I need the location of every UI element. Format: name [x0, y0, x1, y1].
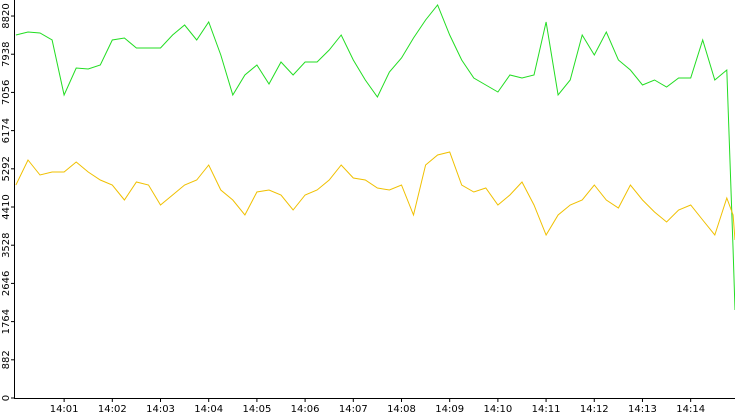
y-tick-label: 2646: [1, 271, 12, 296]
x-tick-label: 14:11: [532, 404, 561, 415]
series-line: [15, 4, 735, 311]
y-tick-label: 1764: [1, 309, 12, 334]
y-tick-label: 7056: [1, 80, 12, 105]
y-tick-label: 7938: [1, 41, 12, 66]
x-tick-label: 14:02: [98, 404, 127, 415]
x-tick-label: 14:09: [435, 404, 464, 415]
y-tick-label: 0: [1, 395, 12, 401]
x-tick-label: 14:14: [676, 404, 705, 415]
x-tick-label: 14:03: [146, 404, 175, 415]
y-tick-label: 882: [1, 350, 12, 369]
x-tick-label: 14:08: [387, 404, 416, 415]
x-tick-label: 14:13: [628, 404, 657, 415]
x-tick-label: 14:12: [580, 404, 609, 415]
x-tick-label: 14:10: [483, 404, 512, 415]
y-tick-label: 8820: [1, 3, 12, 28]
x-tick-label: 14:04: [194, 404, 223, 415]
y-tick-label: 4410: [1, 194, 12, 219]
y-tick-label: 6174: [1, 118, 12, 143]
x-tick-label: 14:06: [291, 404, 320, 415]
series-line: [15, 151, 735, 241]
x-tick-label: 14:05: [242, 404, 271, 415]
y-tick-label: 5292: [1, 156, 12, 181]
y-tick-label: 3528: [1, 232, 12, 257]
x-tick-label: 14:01: [50, 404, 79, 415]
x-tick-label: 14:07: [339, 404, 368, 415]
